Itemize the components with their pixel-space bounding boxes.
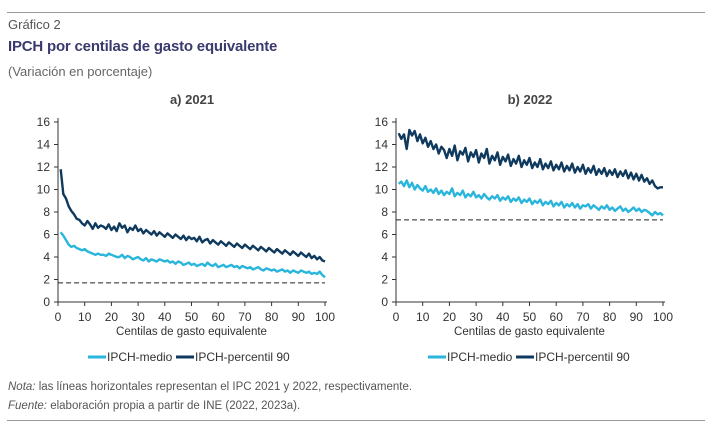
x-tick-label: 50 — [185, 310, 199, 324]
x-tick-label: 90 — [292, 310, 306, 324]
x-tick-label: 100 — [653, 310, 673, 324]
y-tick-label: 10 — [375, 183, 389, 197]
y-tick-label: 8 — [381, 205, 388, 219]
x-tick-label: 0 — [393, 310, 400, 324]
y-tick-label: 0 — [43, 295, 50, 309]
chart-title: a) 2021 — [170, 92, 214, 107]
legend-label: IPCH-percentil 90 — [195, 350, 290, 364]
x-axis-title: Centilas de gasto equivalente — [116, 326, 267, 338]
source-text: elaboración propia a partir de INE (2022… — [50, 400, 301, 412]
legend-label: IPCH-medio — [447, 350, 513, 364]
chart-panel-2: b) 2022 0 2 4 6 8 10 12 14 16 0 10 20 30 40 50 60 70 80 90 1… — [375, 92, 674, 364]
y-tick-label: 2 — [381, 273, 388, 287]
bottom-divider — [7, 420, 705, 421]
top-divider — [7, 12, 705, 13]
y-tick-label: 8 — [43, 205, 50, 219]
y-tick-label: 0 — [381, 295, 388, 309]
x-tick-label: 40 — [496, 310, 510, 324]
figure-label: Gráfico 2 — [8, 17, 61, 32]
x-tick-label: 50 — [523, 310, 537, 324]
x-tick-label: 10 — [78, 310, 92, 324]
legend-label: IPCH-percentil 90 — [535, 350, 630, 364]
legend-label: IPCH-medio — [107, 350, 173, 364]
x-tick-label: 20 — [443, 310, 457, 324]
source-label: Fuente: — [8, 400, 47, 412]
series-line-medio — [59, 231, 326, 279]
chart-title: b) 2022 — [508, 92, 553, 107]
note-line: Nota: las líneas horizontales representa… — [8, 378, 412, 397]
x-tick-label: 80 — [265, 310, 279, 324]
note-label: Nota: — [8, 381, 36, 393]
x-tick-label: 70 — [238, 310, 252, 324]
chart-panel-1: a) 2021 0 2 4 6 8 10 12 14 16 0 10 20 30 40 50 60 70 80 90 1… — [37, 92, 336, 364]
y-tick-label: 16 — [37, 115, 51, 129]
series-line-p90 — [59, 169, 326, 263]
x-tick-label: 40 — [158, 310, 172, 324]
y-tick-label: 10 — [37, 183, 51, 197]
y-tick-label: 6 — [381, 228, 388, 242]
x-tick-label: 80 — [603, 310, 617, 324]
y-tick-label: 16 — [375, 115, 389, 129]
source-line: Fuente: elaboración propia a partir de I… — [8, 397, 412, 416]
y-tick-label: 12 — [37, 160, 51, 174]
x-tick-label: 0 — [55, 310, 62, 324]
x-tick-label: 30 — [469, 310, 483, 324]
x-tick-label: 10 — [416, 310, 430, 324]
x-tick-label: 90 — [630, 310, 644, 324]
y-tick-label: 12 — [375, 160, 389, 174]
x-axis-title: Centilas de gasto equivalente — [454, 326, 605, 338]
y-tick-label: 2 — [43, 273, 50, 287]
x-tick-label: 100 — [315, 310, 335, 324]
x-tick-label: 30 — [131, 310, 145, 324]
note-text: las líneas horizontales representan el I… — [38, 381, 413, 393]
x-tick-label: 60 — [550, 310, 564, 324]
y-tick-label: 14 — [375, 138, 389, 152]
x-tick-label: 60 — [212, 310, 226, 324]
x-tick-label: 70 — [576, 310, 590, 324]
figure-notes: Nota: las líneas horizontales representa… — [8, 378, 412, 416]
series-line-medio — [397, 179, 664, 217]
y-tick-label: 14 — [37, 138, 51, 152]
y-tick-label: 4 — [43, 250, 50, 264]
series-line-p90 — [397, 128, 663, 190]
y-tick-label: 4 — [381, 250, 388, 264]
x-tick-label: 20 — [105, 310, 119, 324]
figure-title: IPCH por centilas de gasto equivalente — [8, 38, 278, 55]
figure-subtitle: (Variación en porcentaje) — [8, 64, 153, 79]
y-tick-label: 6 — [43, 228, 50, 242]
